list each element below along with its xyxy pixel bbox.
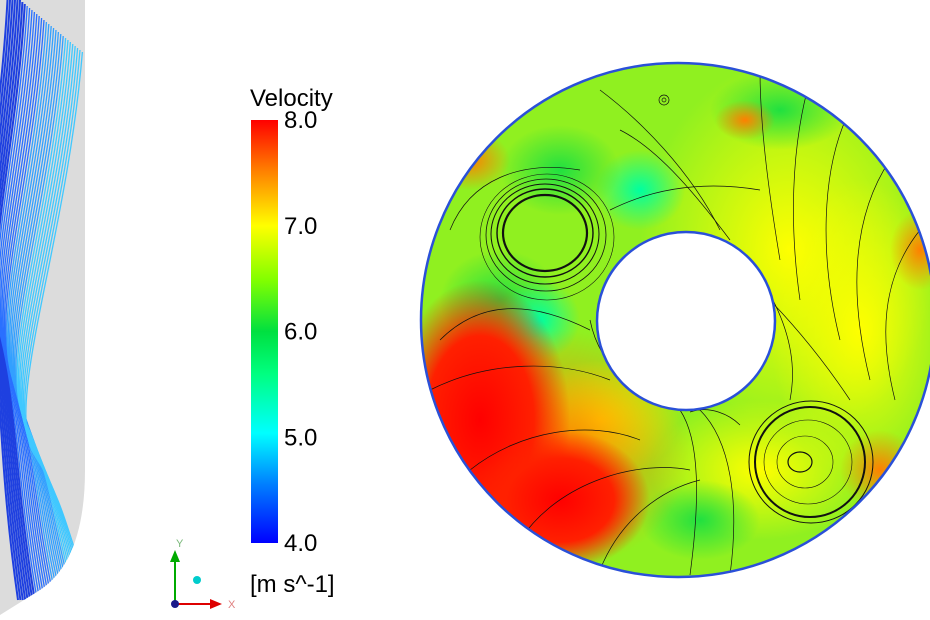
legend-tick-label: 4.0 — [284, 530, 317, 557]
side-streamline — [0, 0, 31, 601]
side-streamline — [17, 39, 79, 601]
side-streamline — [23, 49, 85, 601]
y-axis-label: Y — [176, 538, 184, 550]
legend-unit: [m s^-1] — [250, 571, 335, 598]
side-streamline — [20, 43, 84, 601]
side-streamline — [0, 0, 27, 601]
axis-triad: Y X — [170, 538, 236, 611]
annular-contour-panel — [419, 61, 930, 579]
x-arrow-head-icon — [210, 599, 222, 609]
inner-hole — [595, 230, 777, 412]
side-streamline — [16, 37, 77, 601]
left-streamline-panel — [0, 0, 85, 615]
side-streamline — [0, 0, 19, 601]
side-streamline — [18, 41, 82, 601]
legend-tick-label: 6.0 — [284, 319, 317, 346]
legend-ticks: 8.0 7.0 6.0 5.0 4.0 — [284, 107, 317, 557]
z-axis-dot-icon — [171, 600, 179, 608]
side-streamline — [0, 0, 24, 601]
triad-origin-sphere-icon — [193, 576, 201, 584]
legend-tick-label: 5.0 — [284, 424, 317, 451]
side-streamline — [15, 35, 74, 601]
velocity-legend: Velocity 8.0 7.0 6.0 5.0 4.0 [m s^-1] — [250, 85, 335, 598]
outer-rim — [419, 61, 930, 579]
legend-tick-label: 7.0 — [284, 213, 317, 240]
side-streamline — [21, 45, 85, 601]
side-streamline — [0, 0, 29, 601]
legend-title: Velocity — [250, 85, 333, 112]
section-streamlines — [429, 69, 921, 576]
side-streamline — [25, 51, 85, 601]
y-arrow-head-icon — [170, 550, 180, 562]
side-streamline — [22, 47, 85, 601]
x-axis-label: X — [228, 599, 236, 611]
side-streamline — [0, 0, 22, 601]
side-streamline — [0, 1, 34, 601]
legend-color-bar — [251, 120, 278, 543]
side-streamlines — [0, 0, 85, 601]
legend-tick-label: 8.0 — [284, 107, 317, 134]
